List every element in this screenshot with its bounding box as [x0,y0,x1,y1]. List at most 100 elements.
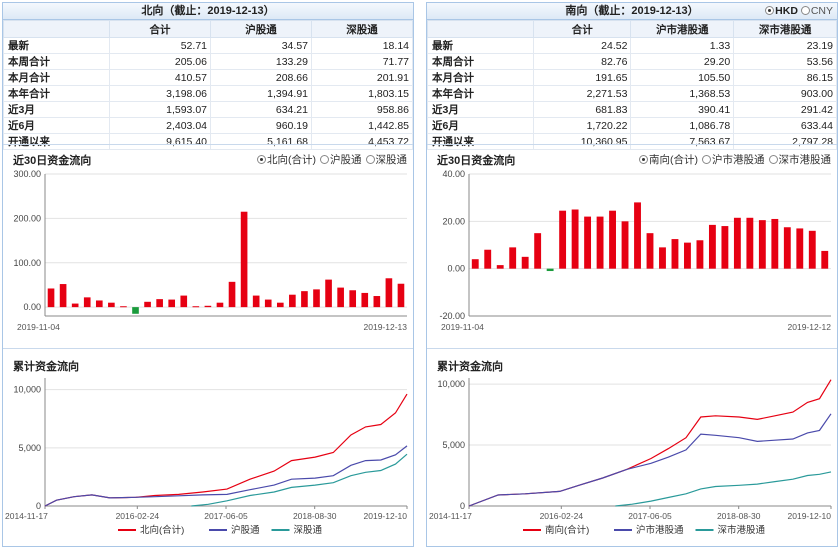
x-tick-label: 2018-08-30 [293,511,337,521]
table-cell: 3,198.06 [109,85,211,102]
flow-series-option[interactable]: 深股通 [365,154,407,166]
currency-toggle: HKD CNY [765,3,833,20]
radio-unselected-icon [320,155,329,164]
table-cell: 23.19 [733,37,837,54]
table-cell: 958.86 [311,101,413,118]
flow-bar [264,299,272,308]
flow-bar [758,220,766,269]
row-label: 开通以来 [3,133,110,150]
table-header-row: 合计 沪市港股通 深市港股通 [427,20,837,38]
legend-label: 沪市港股通 [636,524,684,536]
flow-bar [609,210,616,269]
flow-bar [571,209,579,269]
flow-bar [192,306,200,308]
row-label: 最新 [3,37,110,54]
table-cell: 1.33 [630,37,735,54]
table-cell: 1,442.85 [311,117,413,134]
column-header: 合计 [532,20,632,38]
flow-bar [496,265,504,269]
table-cell: 1,086.78 [630,117,735,134]
row-label: 本周合计 [3,53,110,70]
southbound-flow-section: 近30日资金流向 南向(合计) 沪市港股通 深市港股通 40.00 20.00 0.00… [427,146,837,341]
flow-bar [808,230,816,269]
table-cell: 1,394.91 [210,85,312,102]
flow-bar [289,294,296,308]
y-tick-label: 5,000 [442,440,465,450]
row-label: 本年合计 [427,85,534,102]
table-cell: 2,271.53 [532,85,632,102]
southbound-panel: 南向（截止：2019-12-13） HKD CNY 合计 沪市港股通 深市港股通… [426,2,838,547]
y-tick-label: 0.00 [447,264,465,274]
row-label: 本月合计 [427,69,534,86]
cumulative-series-line [191,453,408,507]
divider [427,348,837,349]
flow-bar [684,242,691,269]
flow-chart-title: 近30日资金流向 [437,155,516,167]
table-cell: 205.06 [109,53,211,70]
flow-bar [596,216,604,269]
flow-series-option[interactable]: 沪市港股通 [702,154,765,166]
cumulative-series-line [468,379,832,507]
table-cell: 960.19 [210,117,312,134]
x-tick-label: 2014-11-17 [5,511,48,521]
x-tick-label: 2016-02-24 [116,511,160,521]
radio-selected-icon [639,155,648,164]
table-row: 本年合计 2,271.53 1,368.53 903.00 [427,85,837,102]
flow-series-option[interactable]: 深市港股通 [768,154,831,166]
cumulative-series-line [44,445,408,507]
table-cell: 1,593.07 [109,101,211,118]
flow-series-option[interactable]: 南向(合计) [639,154,698,166]
flow-series-option[interactable]: 沪股通 [320,154,362,166]
table-row: 近3月 1,593.07 634.21 958.86 [3,101,413,118]
table-cell: 53.56 [733,53,837,70]
table-cell: 1,803.15 [311,85,413,102]
northbound-flow-bar-chart: 300.00 200.00 100.00 0.00 2019-11-04 2019-12-… [13,169,407,332]
row-label: 最新 [427,37,534,54]
currency-option-cny[interactable]: CNY [800,5,833,17]
flow-series-option-label: 北向(合计) [267,154,316,166]
flow-bar [708,224,716,269]
currency-option-hkd[interactable]: HKD [765,5,798,17]
x-tick-label: 2019-11-04 [441,322,484,332]
legend-label: 北向(合计) [140,524,184,536]
flow-bar [228,281,236,308]
divider [3,348,413,349]
flow-bar [646,233,654,269]
y-tick-label: 0 [460,501,465,511]
southbound-title-bar: 南向（截止：2019-12-13） HKD CNY [427,3,837,20]
row-label: 近6月 [427,117,534,134]
flow-bar [95,300,103,308]
flow-bar [337,287,344,308]
flow-bar [83,297,91,308]
flow-bar [721,226,729,269]
table-cell: 2,403.04 [109,117,211,134]
table-cell: 1,720.22 [532,117,632,134]
cumulative-chart-title: 累计资金流向 [13,361,79,373]
flow-bar [144,301,151,308]
southbound-stats-table: 合计 沪市港股通 深市港股通 最新 24.52 1.33 23.19 本周合计 82.76… [427,20,837,150]
table-cell: 71.77 [311,53,413,70]
table-cell: 903.00 [733,85,837,102]
flow-series-option[interactable]: 北向(合计) [257,154,316,166]
northbound-panel: 北向（截止：2019-12-13） 合计 沪股通 深股通 最新 52.71 34.5… [2,2,414,547]
y-tick-label: 100.00 [13,258,41,268]
southbound-cumulative-section: 累计资金流向 10,000 5,000 0 2014-11-17 2016-02-24 2… [427,350,837,546]
flow-series-option-label: 沪市港股通 [712,154,765,166]
cumulative-series-line [468,413,832,507]
y-tick-label: 40.00 [442,169,465,179]
x-tick-label: 2017-06-05 [204,511,248,521]
flow-bar [132,307,139,314]
flow-bar [373,296,381,308]
table-cell: 681.83 [532,101,632,118]
table-row: 本月合计 410.57 208.66 201.91 [3,69,413,86]
legend-label: 深市港股通 [718,524,766,536]
x-tick-label: 2019-12-12 [788,322,832,332]
table-row: 近6月 2,403.04 960.19 1,442.85 [3,117,413,134]
cumulative-series-line [615,471,832,507]
table-cell: 7,563.67 [630,133,735,150]
flow-bar [216,302,224,308]
y-tick-label: 300.00 [13,169,41,179]
flow-bar [733,217,741,269]
flow-bar [59,284,67,308]
table-cell: 18.14 [311,37,413,54]
